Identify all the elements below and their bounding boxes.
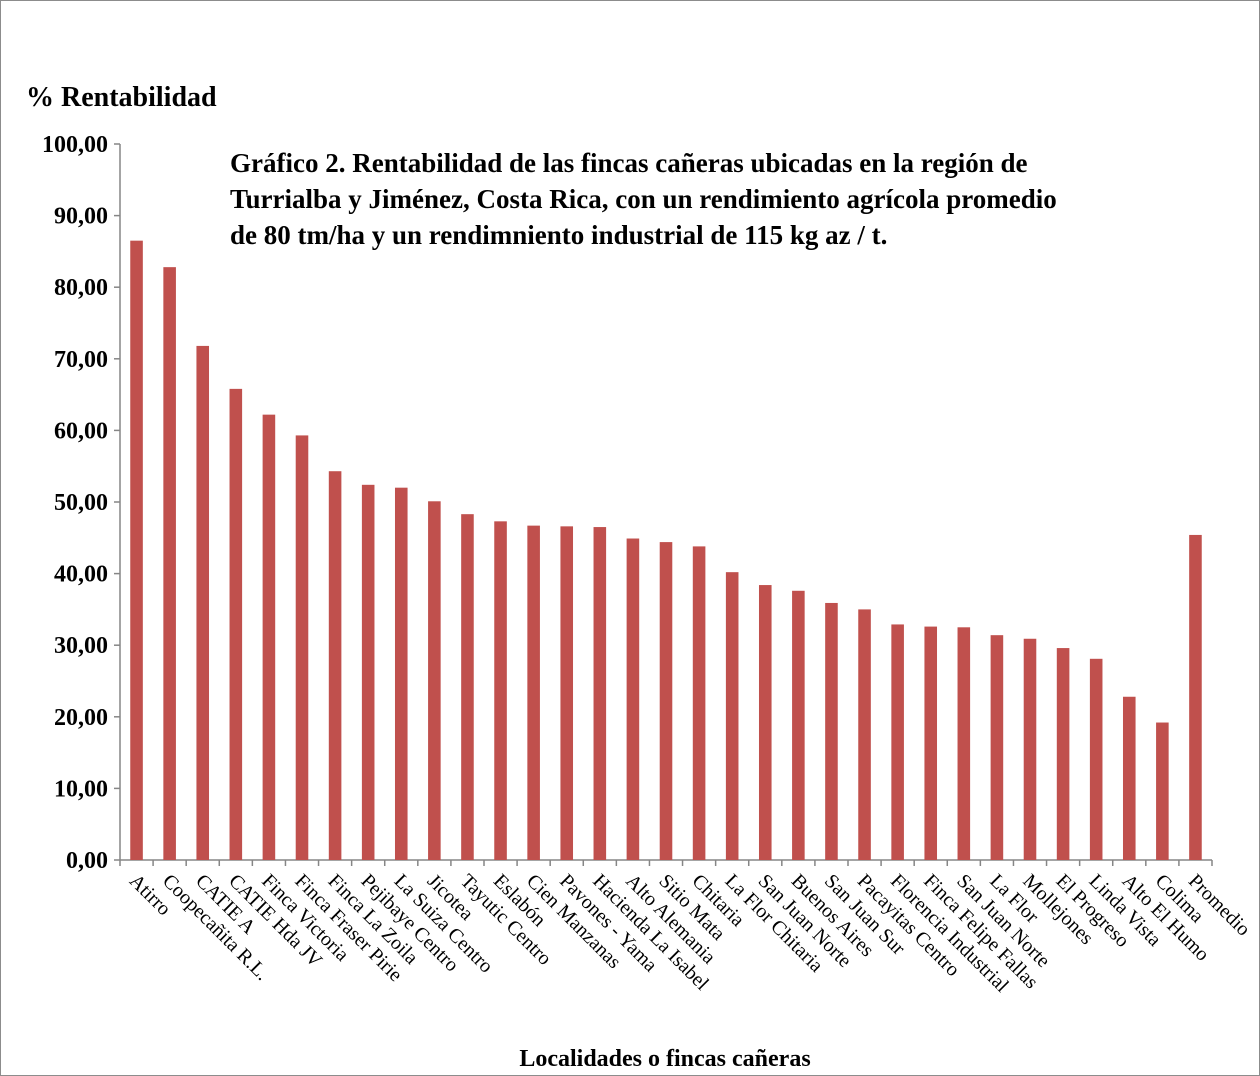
bar xyxy=(1122,696,1136,860)
bar xyxy=(825,602,838,860)
bar xyxy=(394,487,408,860)
bar xyxy=(626,538,640,860)
y-tick-label: 70,00 xyxy=(54,347,108,373)
bar xyxy=(1156,722,1169,860)
bar xyxy=(130,240,143,860)
bar xyxy=(692,546,706,860)
bar xyxy=(990,635,1004,860)
chart-title: Gráfico 2. Rentabilidad de las fincas ca… xyxy=(230,148,1063,250)
bar xyxy=(858,609,871,860)
y-axis-title: % Rentabilidad xyxy=(26,82,217,113)
y-tick-label: 50,00 xyxy=(54,490,108,516)
bar xyxy=(593,527,607,860)
bar xyxy=(229,388,243,860)
y-tick-label: 80,00 xyxy=(54,275,108,301)
bar xyxy=(758,585,772,860)
bar xyxy=(1023,638,1037,860)
y-tick-label: 100,00 xyxy=(42,132,108,158)
bar xyxy=(328,471,342,860)
chart-title-line-1: Gráfico 2. Rentabilidad de las fincas ca… xyxy=(230,148,1028,178)
chart-title-line-3: de 80 tm/ha y un rendimniento industrial… xyxy=(230,220,887,250)
bar xyxy=(725,572,739,860)
chart-title-line-2: Turrialba y Jiménez, Costa Rica, con un … xyxy=(230,184,1057,214)
bar xyxy=(957,627,971,860)
bar xyxy=(527,525,540,860)
y-tick-label: 40,00 xyxy=(54,562,108,588)
bar xyxy=(560,526,574,860)
y-tick-label: 20,00 xyxy=(54,705,108,731)
bar xyxy=(1189,534,1202,860)
bar xyxy=(891,624,904,860)
bar xyxy=(659,542,673,860)
y-tick-label: 30,00 xyxy=(54,633,108,659)
y-tick-label: 60,00 xyxy=(54,418,108,444)
y-tick-label: 10,00 xyxy=(54,776,108,802)
bar xyxy=(262,414,276,860)
x-axis-title: Localidades o fincas cañeras xyxy=(519,1046,810,1072)
plot-area: 0,00 10,00 20,00 30,00 40,00 50,00 60,00 70,00 8… xyxy=(42,132,1254,997)
bar xyxy=(163,267,176,861)
bar xyxy=(792,590,805,860)
bar xyxy=(494,521,507,860)
bar xyxy=(1056,648,1070,860)
bar xyxy=(1089,658,1103,860)
bar xyxy=(361,484,375,860)
bar xyxy=(196,345,210,860)
bar xyxy=(428,501,441,860)
y-tick-label: 90,00 xyxy=(54,204,108,230)
bar xyxy=(461,514,474,860)
bar xyxy=(295,435,309,860)
y-tick-label: 0,00 xyxy=(66,848,108,874)
bar xyxy=(924,626,938,860)
